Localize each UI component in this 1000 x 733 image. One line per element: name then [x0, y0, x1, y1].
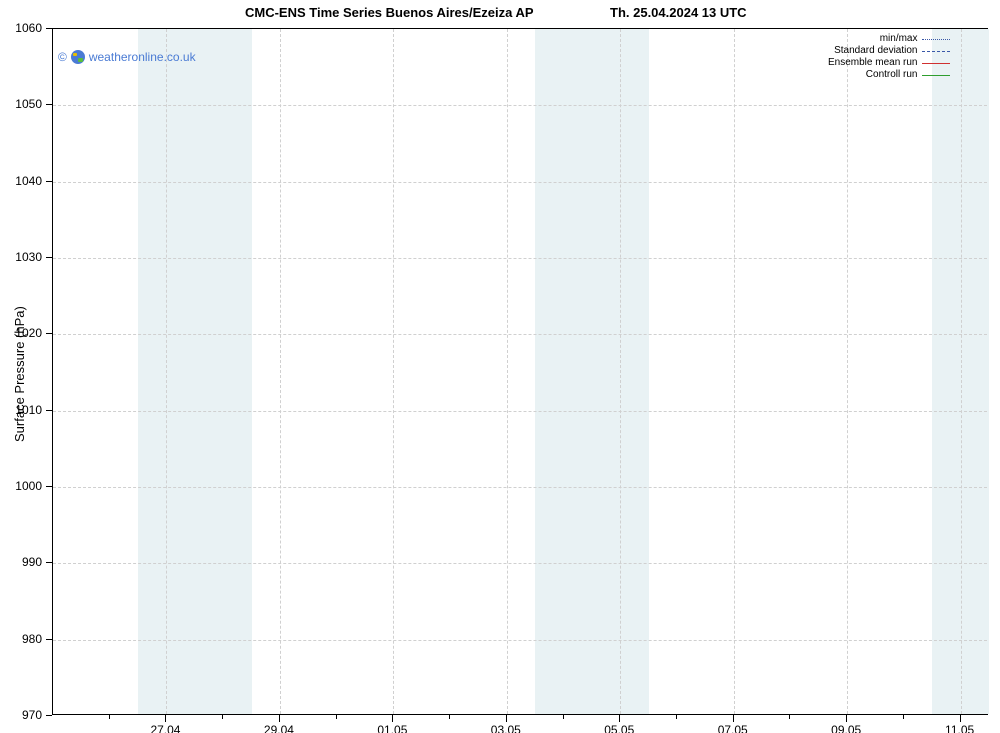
x-tick-major: [165, 715, 166, 722]
gridline-vertical: [620, 29, 621, 714]
x-tick-label: 11.05: [945, 723, 974, 733]
x-tick-label: 07.05: [718, 723, 748, 733]
gridline-vertical: [961, 29, 962, 714]
x-tick-label: 29.04: [264, 723, 294, 733]
x-tick-major: [279, 715, 280, 722]
y-tick-label: 980: [0, 632, 42, 646]
x-tick-minor: [222, 715, 223, 719]
y-tick-label: 1010: [0, 403, 42, 417]
legend-swatch: [922, 58, 950, 68]
gridline-vertical: [166, 29, 167, 714]
x-tick-minor: [449, 715, 450, 719]
y-tick: [46, 486, 52, 487]
y-tick-label: 1060: [0, 21, 42, 35]
legend-entry: Standard deviation: [828, 45, 950, 57]
y-tick: [46, 104, 52, 105]
y-tick: [46, 715, 52, 716]
legend-swatch: [922, 70, 950, 80]
chart-title-left: CMC-ENS Time Series Buenos Aires/Ezeiza …: [245, 5, 534, 20]
y-tick-label: 1000: [0, 479, 42, 493]
gridline-vertical: [393, 29, 394, 714]
legend-entry: Controll run: [828, 69, 950, 81]
y-tick-label: 1040: [0, 174, 42, 188]
chart-container: CMC-ENS Time Series Buenos Aires/Ezeiza …: [0, 0, 1000, 733]
x-tick-major: [506, 715, 507, 722]
x-tick-label: 01.05: [377, 723, 407, 733]
y-tick-label: 1020: [0, 326, 42, 340]
y-tick: [46, 333, 52, 334]
x-tick-major: [846, 715, 847, 722]
globe-icon: [71, 50, 85, 64]
y-tick-label: 990: [0, 555, 42, 569]
gridline-vertical: [734, 29, 735, 714]
gridline-vertical: [280, 29, 281, 714]
legend-entry: Ensemble mean run: [828, 57, 950, 69]
legend: min/maxStandard deviationEnsemble mean r…: [828, 33, 950, 81]
plot-area: [52, 28, 988, 715]
y-tick: [46, 181, 52, 182]
weekend-band: [535, 29, 648, 714]
legend-entry: min/max: [828, 33, 950, 45]
weekend-band: [138, 29, 251, 714]
y-tick: [46, 257, 52, 258]
gridline-vertical: [507, 29, 508, 714]
x-tick-minor: [789, 715, 790, 719]
x-tick-label: 03.05: [491, 723, 521, 733]
x-tick-major: [960, 715, 961, 722]
legend-label: Controll run: [866, 69, 922, 81]
y-tick: [46, 28, 52, 29]
legend-swatch: [922, 46, 950, 56]
x-tick-label: 27.04: [150, 723, 180, 733]
legend-label: Standard deviation: [834, 45, 921, 57]
x-tick-major: [733, 715, 734, 722]
x-tick-minor: [903, 715, 904, 719]
x-tick-minor: [563, 715, 564, 719]
legend-label: Ensemble mean run: [828, 57, 922, 69]
y-tick: [46, 639, 52, 640]
x-tick-minor: [676, 715, 677, 719]
watermark: © weatheronline.co.uk: [58, 50, 196, 64]
y-tick-label: 1050: [0, 97, 42, 111]
legend-label: min/max: [880, 33, 922, 45]
watermark-text: weatheronline.co.uk: [89, 50, 196, 64]
x-tick-label: 05.05: [604, 723, 634, 733]
x-tick-major: [392, 715, 393, 722]
y-tick-label: 970: [0, 708, 42, 722]
x-tick-minor: [336, 715, 337, 719]
y-tick: [46, 562, 52, 563]
x-tick-label: 09.05: [831, 723, 861, 733]
x-tick-major: [619, 715, 620, 722]
gridline-vertical: [847, 29, 848, 714]
legend-swatch: [922, 34, 950, 44]
y-tick: [46, 410, 52, 411]
x-tick-minor: [109, 715, 110, 719]
y-tick-label: 1030: [0, 250, 42, 264]
chart-title-right: Th. 25.04.2024 13 UTC: [610, 5, 747, 20]
copyright-symbol: ©: [58, 50, 67, 64]
